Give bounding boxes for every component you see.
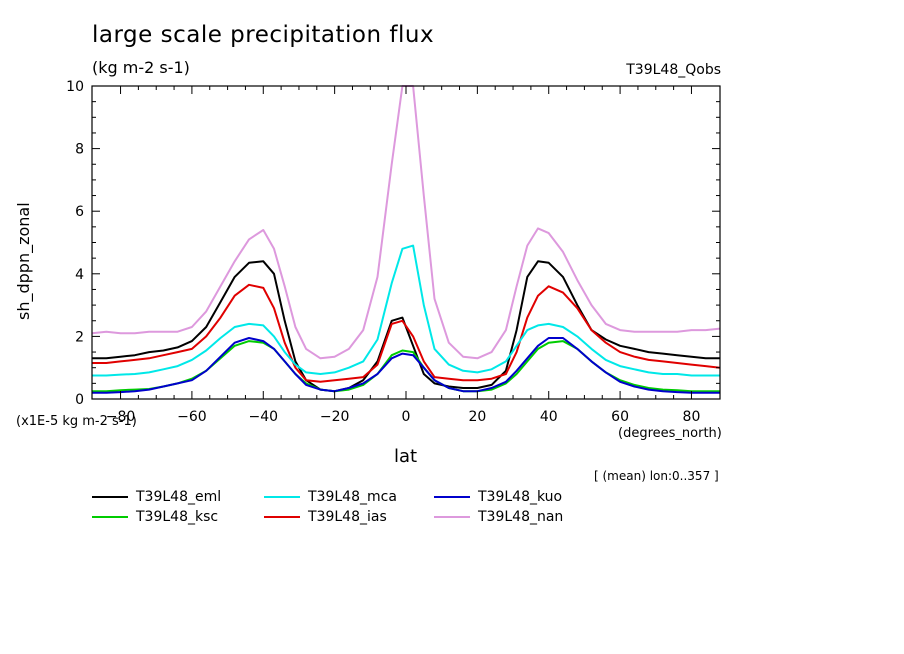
mean-note: [ (mean) lon:0..357 ] [594, 469, 719, 483]
legend-swatch [264, 516, 300, 518]
y-tick-label: 10 [66, 79, 84, 95]
x-tick-label: 20 [468, 409, 486, 425]
legend-item-T39L48_kuo: T39L48_kuo [434, 488, 562, 506]
y-tick-label: 4 [75, 267, 84, 283]
x-tick-label: −40 [248, 409, 278, 425]
legend-label: T39L48_nan [478, 509, 564, 525]
legend-label: T39L48_ias [308, 509, 387, 525]
y-scale-note: (x1E-5 kg m-2 s-1) [16, 414, 137, 429]
legend-item-T39L48_nan: T39L48_nan [434, 508, 563, 526]
series-line-T39L48_nan [92, 85, 720, 360]
legend-item-T39L48_eml: T39L48_eml [92, 488, 221, 506]
legend-label: T39L48_eml [136, 489, 222, 505]
series-line-T39L48_ias [92, 283, 720, 383]
x-tick-label: 60 [611, 409, 629, 425]
y-tick-label: 2 [75, 329, 84, 345]
legend-label: T39L48_mca [308, 489, 397, 505]
x-tick-label: −20 [320, 409, 350, 425]
legend-item-T39L48_mca: T39L48_mca [264, 488, 397, 506]
y-tick-label: 0 [75, 392, 84, 408]
chart-title: large scale precipitation flux [92, 22, 435, 48]
legend-swatch [434, 516, 470, 518]
x-tick-label: 80 [683, 409, 701, 425]
legend-item-T39L48_ksc: T39L48_ksc [92, 508, 218, 526]
series-line-T39L48_eml [92, 260, 720, 393]
legend-label: T39L48_ksc [136, 509, 219, 525]
x-tick-label: −80 [106, 409, 136, 425]
legend-swatch [92, 496, 128, 498]
x-tick-label: 40 [540, 409, 558, 425]
series-line-T39L48_mca [92, 244, 720, 377]
legend-swatch [92, 516, 128, 518]
series-line-T39L48_kuo [92, 337, 720, 394]
y-tick-label: 6 [75, 204, 84, 220]
legend-label: T39L48_kuo [478, 489, 563, 505]
x-axis-units: (degrees_north) [618, 426, 722, 441]
legend-swatch [264, 496, 300, 498]
legend-swatch [434, 496, 470, 498]
x-tick-label: 0 [402, 409, 411, 425]
y-tick-label: 8 [75, 142, 84, 158]
x-tick-label: −60 [177, 409, 207, 425]
run-label: T39L48_Qobs [626, 62, 721, 78]
legend-item-T39L48_ias: T39L48_ias [264, 508, 387, 526]
x-axis-label: lat [394, 446, 418, 467]
chart-units: (kg m-2 s-1) [92, 58, 190, 77]
plot-frame [91, 85, 721, 400]
